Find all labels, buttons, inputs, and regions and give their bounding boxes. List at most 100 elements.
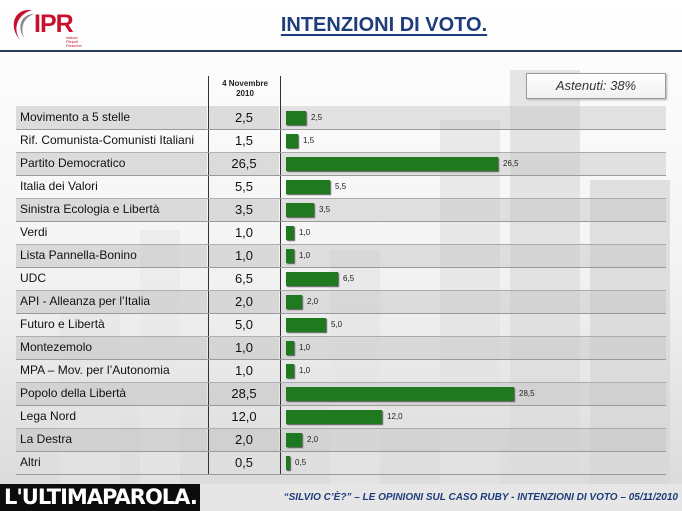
bar bbox=[286, 180, 330, 194]
party-value: 2,0 bbox=[209, 428, 279, 451]
party-name: MPA – Mov. per l’Autonomia bbox=[20, 363, 170, 377]
bar-cell: 1,0 bbox=[281, 244, 666, 267]
astenuti-box: Astenuti: 38% bbox=[526, 73, 666, 99]
table-row: Sinistra Ecologia e Libertà 3,5 3,5 bbox=[16, 198, 666, 222]
bar bbox=[286, 157, 498, 171]
party-value: 1,0 bbox=[209, 336, 279, 359]
column-header: 4 Novembre 2010 bbox=[210, 79, 280, 99]
party-name: Partito Democratico bbox=[16, 152, 207, 175]
bar-cell: 1,0 bbox=[281, 221, 666, 244]
table-row: Italia dei Valori 5,5 5,5 bbox=[16, 175, 666, 199]
party-value: 6,5 bbox=[234, 271, 254, 286]
table-row: Verdi 1,0 1,0 bbox=[16, 221, 666, 245]
table-row: UDC 6,5 6,5 bbox=[16, 267, 666, 291]
bar bbox=[286, 111, 306, 125]
bar bbox=[286, 433, 302, 447]
party-value: 0,5 bbox=[234, 455, 254, 470]
bar bbox=[286, 410, 382, 424]
logo-text: IPR bbox=[34, 10, 74, 38]
bar-cell: 3,5 bbox=[281, 198, 666, 221]
table-row: Rif. Comunista-Comunisti Italiani 1,5 1,5 bbox=[16, 129, 666, 153]
bar-data-label: 1,0 bbox=[299, 251, 311, 260]
party-name: Rif. Comunista-Comunisti Italiani bbox=[20, 133, 195, 147]
ipr-logo: IPR Istituto Piepoli Ricerche bbox=[6, 4, 86, 48]
column-header-line-2: 2010 bbox=[236, 89, 254, 98]
logo-subtitle: Istituto Piepoli Ricerche bbox=[66, 35, 82, 48]
table-row: MPA – Mov. per l’Autonomia 1,0 1,0 bbox=[16, 359, 666, 383]
party-value: 2,5 bbox=[209, 106, 279, 129]
party-value: 1,0 bbox=[234, 363, 254, 378]
table-row: Montezemolo 1,0 1,0 bbox=[16, 336, 666, 360]
bar-cell: 26,5 bbox=[281, 152, 666, 175]
party-name: Verdi bbox=[20, 225, 48, 239]
table-row: API - Alleanza per l’Italia 2,0 2,0 bbox=[16, 290, 666, 314]
bar-data-label: 1,5 bbox=[303, 136, 315, 145]
bar-cell: 12,0 bbox=[281, 405, 666, 428]
bar bbox=[286, 387, 514, 401]
table-row: Partito Democratico 26,5 26,5 bbox=[16, 152, 666, 176]
party-value: 3,5 bbox=[209, 198, 279, 221]
table-row: Futuro e Libertà 5,0 5,0 bbox=[16, 313, 666, 337]
table-row: Altri 0,5 0,5 bbox=[16, 451, 666, 475]
bar-data-label: 12,0 bbox=[387, 412, 403, 421]
bar-cell: 2,0 bbox=[281, 428, 666, 451]
bar bbox=[286, 364, 294, 378]
bar-data-label: 28,5 bbox=[519, 389, 535, 398]
party-value: 1,5 bbox=[234, 133, 254, 148]
header-divider bbox=[0, 50, 682, 52]
table-row: Popolo della Libertà 28,5 28,5 bbox=[16, 382, 666, 406]
logo-swoosh-icon bbox=[13, 9, 34, 41]
bar-data-label: 2,0 bbox=[307, 435, 319, 444]
party-name: Lista Pannella-Bonino bbox=[16, 244, 207, 267]
footer-caption: “SILVIO C’È?” – LE OPINIONI SUL CASO RUB… bbox=[283, 492, 678, 503]
bar-cell: 5,0 bbox=[281, 313, 666, 336]
party-name: Sinistra Ecologia e Libertà bbox=[16, 198, 207, 221]
table-row: Movimento a 5 stelle 2,5 2,5 bbox=[16, 106, 666, 130]
table-row: Lega Nord 12,0 12,0 bbox=[16, 405, 666, 429]
party-value: 12,0 bbox=[231, 409, 257, 424]
bar bbox=[286, 456, 290, 470]
bar bbox=[286, 134, 298, 148]
party-value: 2,0 bbox=[209, 290, 279, 313]
bar bbox=[286, 272, 338, 286]
party-name: La Destra bbox=[16, 428, 207, 451]
bar-data-label: 5,5 bbox=[335, 182, 347, 191]
page-title: INTENZIONI DI VOTO. bbox=[280, 14, 488, 36]
table-row: Lista Pannella-Bonino 1,0 1,0 bbox=[16, 244, 666, 268]
bar-cell: 28,5 bbox=[281, 382, 666, 405]
bar-data-label: 5,0 bbox=[331, 320, 343, 329]
party-value: 1,0 bbox=[234, 225, 254, 240]
bar-cell: 0,5 bbox=[281, 451, 666, 474]
party-name: API - Alleanza per l’Italia bbox=[16, 290, 207, 313]
bar-cell: 5,5 bbox=[281, 175, 666, 198]
bar-cell: 1,0 bbox=[281, 359, 666, 382]
footer-brand-logo: L'ULTIMAPAROLA. bbox=[0, 484, 200, 511]
party-value: 1,0 bbox=[209, 244, 279, 267]
party-value: 5,0 bbox=[234, 317, 254, 332]
party-value: 5,5 bbox=[234, 179, 254, 194]
bar-data-label: 1,0 bbox=[299, 343, 311, 352]
bar-cell: 1,0 bbox=[281, 336, 666, 359]
bar-data-label: 2,5 bbox=[311, 113, 323, 122]
column-divider-left bbox=[208, 76, 209, 474]
party-name: Futuro e Libertà bbox=[20, 317, 105, 331]
column-header-line-1: 4 Novembre bbox=[222, 79, 268, 88]
bar-data-label: 1,0 bbox=[299, 228, 311, 237]
party-name: Italia dei Valori bbox=[20, 179, 98, 193]
bar-cell: 1,5 bbox=[281, 129, 666, 152]
party-name: Montezemolo bbox=[16, 336, 207, 359]
bar-cell: 2,5 bbox=[281, 106, 666, 129]
party-name: Popolo della Libertà bbox=[16, 382, 207, 405]
bar bbox=[286, 249, 294, 263]
table-row: La Destra 2,0 2,0 bbox=[16, 428, 666, 452]
party-name: Movimento a 5 stelle bbox=[16, 106, 207, 129]
bar bbox=[286, 203, 314, 217]
bar-data-label: 0,5 bbox=[295, 458, 307, 467]
bar-data-label: 6,5 bbox=[343, 274, 355, 283]
footer-bar: L'ULTIMAPAROLA. “SILVIO C’È?” – LE OPINI… bbox=[0, 484, 682, 511]
bar bbox=[286, 318, 326, 332]
bar bbox=[286, 226, 294, 240]
bar-data-label: 26,5 bbox=[503, 159, 519, 168]
bar-data-label: 3,5 bbox=[319, 205, 331, 214]
party-name: Altri bbox=[20, 455, 41, 469]
